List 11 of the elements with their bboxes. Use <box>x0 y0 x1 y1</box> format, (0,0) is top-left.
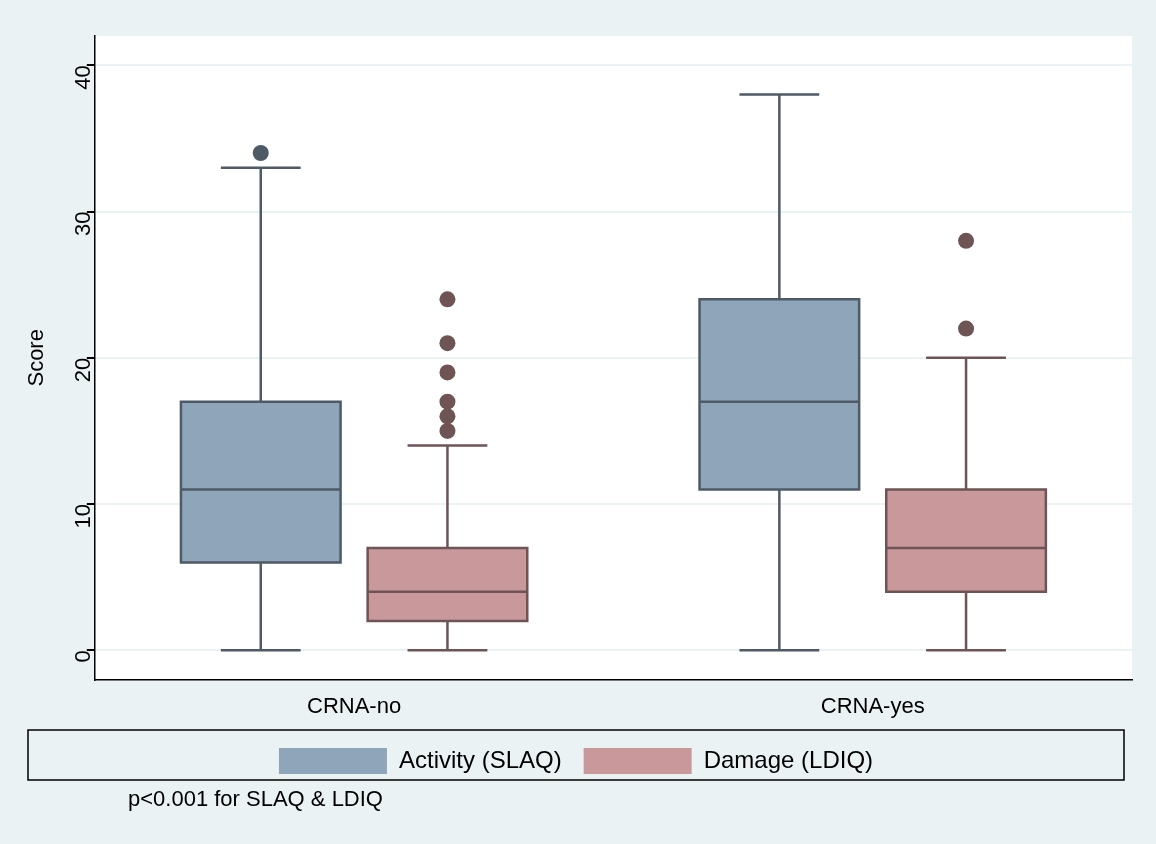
x-tick-label: CRNA-no <box>307 692 402 718</box>
y-tick-label: 30 <box>69 211 95 237</box>
y-tick-label: 40 <box>69 65 95 90</box>
x-tick-label: CRNA-yes <box>820 692 925 718</box>
legend-label: Damage (LDIQ) <box>703 745 874 773</box>
y-tick-label: 0 <box>69 650 95 663</box>
y-axis-title: Score <box>23 329 49 387</box>
y-tick-label: 10 <box>69 504 95 529</box>
y-tick-label: 20 <box>69 357 95 383</box>
legend-label: Activity (SLAQ) <box>398 745 562 773</box>
text: p<0.001 for SLAQ & LDIQ <box>128 786 383 812</box>
